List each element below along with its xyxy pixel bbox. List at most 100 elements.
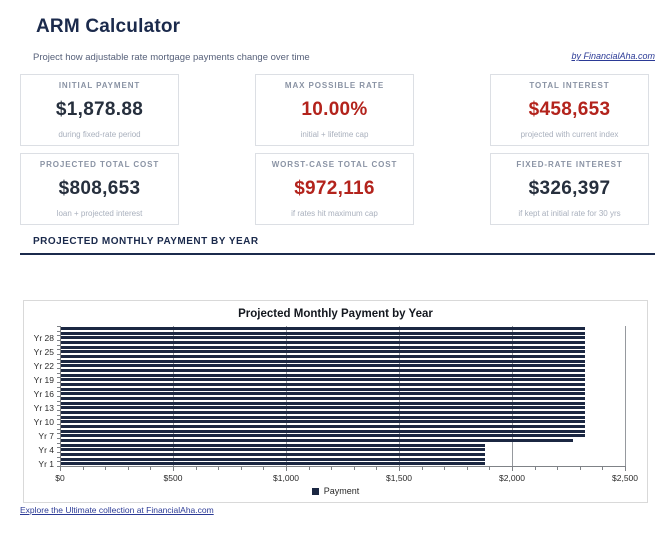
y-axis-tick	[57, 354, 60, 355]
x-tick-label: $0	[55, 473, 65, 483]
y-axis-tick	[57, 358, 60, 360]
stat-card-value: $972,116	[294, 178, 375, 199]
y-axis-tick	[57, 349, 60, 351]
x-axis-minor-tick	[308, 467, 310, 470]
stat-card-label: WORST-CASE TOTAL COST	[271, 160, 398, 169]
x-axis-major-tick	[512, 467, 513, 471]
bar-yr-18	[61, 382, 585, 386]
y-axis-tick	[57, 447, 60, 449]
bar-yr-19	[61, 378, 585, 382]
bar-yr-12	[61, 410, 585, 414]
page-title: ARM Calculator	[36, 16, 181, 37]
chart-gridline	[512, 326, 513, 466]
stat-card-label: INITIAL PAYMENT	[58, 81, 141, 90]
y-axis-tick	[57, 400, 60, 402]
bar-yr-7	[61, 434, 585, 438]
stat-card-sub: if kept at initial rate for 30 yrs	[518, 209, 621, 218]
x-axis-minor-tick	[240, 467, 242, 470]
bar-yr-26	[61, 345, 585, 349]
stat-card-value: $1,878.88	[55, 99, 144, 120]
y-axis-tick	[57, 330, 60, 332]
x-axis-minor-tick	[353, 467, 355, 470]
stat-card-total-interest: TOTAL INTEREST $458,653 projected with c…	[490, 74, 649, 146]
bar-yr-29	[61, 331, 585, 335]
x-axis-minor-tick	[263, 467, 265, 470]
y-axis-tick	[57, 372, 60, 374]
y-tick-label: Yr 28	[33, 332, 54, 343]
bar-yr-3	[61, 452, 485, 456]
legend-label-payment: Payment	[323, 486, 360, 496]
byline-link[interactable]: by FinancialAha.com	[571, 51, 655, 61]
y-tick-label: Yr 7	[38, 430, 54, 441]
y-tick-label: Yr 25	[33, 346, 54, 357]
stat-card-sub: initial + lifetime cap	[300, 130, 369, 139]
y-axis-tick	[57, 326, 60, 327]
stat-card-value: 10.00%	[301, 99, 368, 120]
bar-yr-30	[61, 326, 585, 330]
y-axis-tick	[57, 428, 60, 430]
bar-yr-11	[61, 415, 585, 419]
bar-yr-24	[61, 354, 585, 358]
chart-gridline	[173, 326, 174, 466]
y-tick-label: Yr 10	[33, 416, 54, 427]
y-axis-tick	[57, 340, 60, 341]
y-axis-tick	[57, 438, 60, 439]
bar-yr-8	[61, 429, 585, 433]
y-axis-tick	[57, 344, 60, 346]
bar-yr-23	[61, 359, 585, 363]
bar-yr-20	[61, 373, 585, 377]
chart-gridline	[399, 326, 400, 466]
stat-card-sub: loan + projected interest	[56, 209, 143, 218]
y-axis-tick	[57, 442, 60, 444]
stat-card-value: $458,653	[528, 99, 611, 120]
y-axis-tick	[57, 461, 60, 463]
x-axis-minor-tick	[195, 467, 197, 470]
stat-card-sub: if rates hit maximum cap	[291, 209, 378, 218]
page-subtitle: Project how adjustable rate mortgage pay…	[33, 52, 310, 63]
stat-card-value: $808,653	[58, 178, 141, 199]
bar-yr-13	[61, 406, 585, 410]
section-heading-projected-monthly-payment: PROJECTED MONTHLY PAYMENT BY YEAR	[33, 236, 259, 247]
stat-card-label: PROJECTED TOTAL COST	[39, 160, 160, 169]
y-axis-tick	[57, 386, 60, 388]
x-axis-minor-tick	[376, 467, 378, 470]
y-axis-tick	[57, 424, 60, 425]
chart-plot-area: Yr 1 Yr 4 Yr 7 Yr 10 Yr 13 Yr 16 Yr 19 Yr 22 Yr …	[24, 301, 647, 502]
y-axis-tick	[57, 414, 60, 416]
y-axis-tick	[57, 433, 60, 435]
x-axis-line	[60, 466, 626, 467]
y-axis-line	[60, 326, 61, 467]
chart-gridline	[625, 326, 626, 466]
y-axis-tick	[57, 391, 60, 393]
y-axis-tick	[57, 377, 60, 379]
y-axis-tick	[57, 335, 60, 337]
bar-yr-2	[61, 457, 485, 461]
stat-card-sub: projected with current index	[520, 130, 619, 139]
y-axis-tick	[57, 382, 60, 383]
y-axis-tick	[57, 368, 60, 369]
x-tick-label: $500	[163, 473, 183, 483]
x-axis-minor-tick	[489, 467, 491, 470]
x-axis-minor-tick	[444, 467, 446, 470]
y-axis-tick	[57, 466, 60, 467]
stat-card-max-possible-rate: MAX POSSIBLE RATE 10.00% initial + lifet…	[255, 74, 414, 146]
y-tick-label: Yr 22	[33, 360, 54, 371]
y-axis-tick	[57, 419, 60, 421]
x-axis-minor-tick	[218, 467, 220, 470]
x-axis-minor-tick	[331, 467, 333, 470]
bar-yr-27	[61, 340, 585, 344]
footer-link[interactable]: Explore the Ultimate collection at Finan…	[20, 505, 214, 515]
bar-yr-17	[61, 387, 585, 391]
bar-yr-28	[61, 336, 585, 340]
bar-yr-25	[61, 350, 585, 354]
stat-card-label: MAX POSSIBLE RATE	[284, 81, 385, 90]
x-axis-minor-tick	[105, 467, 107, 470]
x-axis-minor-tick	[150, 467, 152, 470]
x-tick-label: $2,500	[612, 473, 638, 483]
bar-yr-5	[61, 443, 485, 447]
chart-legend: Payment	[24, 486, 647, 496]
bar-yr-22	[61, 364, 585, 368]
x-tick-label: $2,000	[499, 473, 525, 483]
x-axis-minor-tick	[82, 467, 84, 470]
